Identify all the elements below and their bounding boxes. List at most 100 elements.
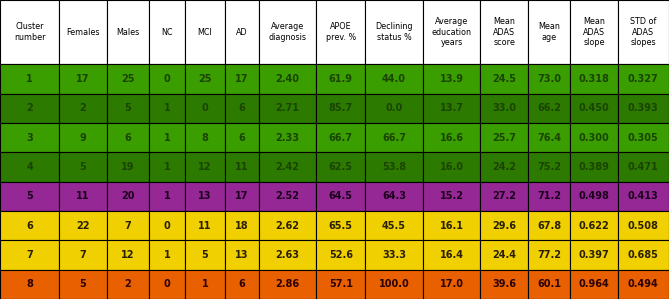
Bar (106, 94, 149, 123)
Bar (423, 182, 480, 211)
Bar (423, 94, 480, 123)
Text: 5: 5 (124, 103, 131, 113)
Text: 1: 1 (26, 74, 33, 84)
Text: 0.494: 0.494 (628, 279, 659, 289)
Bar (480, 64, 528, 94)
Bar (316, 270, 365, 299)
Text: 44.0: 44.0 (382, 74, 406, 84)
Bar (185, 182, 225, 211)
Text: 0.450: 0.450 (579, 103, 609, 113)
Text: 7: 7 (124, 221, 131, 231)
Bar (149, 270, 185, 299)
Bar (617, 94, 669, 123)
Text: 17: 17 (235, 191, 249, 201)
Bar (528, 0, 571, 64)
Text: 1: 1 (164, 133, 171, 143)
Text: 4: 4 (26, 162, 33, 172)
Text: 1: 1 (164, 250, 171, 260)
Text: 22: 22 (76, 221, 90, 231)
Text: 2.62: 2.62 (276, 221, 300, 231)
Text: 0.413: 0.413 (628, 191, 659, 201)
Bar (617, 270, 669, 299)
Text: 1: 1 (164, 162, 171, 172)
Bar (528, 94, 571, 123)
Bar (316, 64, 365, 94)
Text: 6: 6 (238, 133, 245, 143)
Text: 16.6: 16.6 (440, 133, 464, 143)
Text: 66.7: 66.7 (382, 133, 406, 143)
Bar (528, 270, 571, 299)
Text: 76.4: 76.4 (537, 133, 561, 143)
Bar (528, 182, 571, 211)
Text: 13: 13 (199, 191, 212, 201)
Text: 64.3: 64.3 (382, 191, 406, 201)
Text: 66.2: 66.2 (537, 103, 561, 113)
Text: 24.4: 24.4 (492, 250, 516, 260)
Bar (185, 123, 225, 152)
Text: Mean
age: Mean age (538, 22, 560, 42)
Bar (365, 182, 423, 211)
Text: 45.5: 45.5 (382, 221, 406, 231)
Text: 6: 6 (26, 221, 33, 231)
Text: 53.8: 53.8 (382, 162, 406, 172)
Bar (259, 152, 316, 182)
Text: 12: 12 (121, 250, 134, 260)
Text: 18: 18 (235, 221, 249, 231)
Text: 2.42: 2.42 (276, 162, 300, 172)
Text: 75.2: 75.2 (537, 162, 561, 172)
Bar (225, 182, 259, 211)
Bar (225, 0, 259, 64)
Text: MCI: MCI (198, 28, 213, 37)
Bar (480, 182, 528, 211)
Bar (59, 123, 106, 152)
Text: 0: 0 (202, 103, 209, 113)
Bar (571, 123, 617, 152)
Bar (185, 0, 225, 64)
Text: 2: 2 (80, 103, 86, 113)
Text: 39.6: 39.6 (492, 279, 516, 289)
Text: 61.9: 61.9 (328, 74, 353, 84)
Bar (365, 270, 423, 299)
Text: 85.7: 85.7 (328, 103, 353, 113)
Text: APOE
prev. %: APOE prev. % (326, 22, 356, 42)
Bar (423, 211, 480, 240)
Bar (106, 123, 149, 152)
Text: 0: 0 (164, 221, 171, 231)
Bar (0, 240, 59, 270)
Bar (528, 240, 571, 270)
Text: 0.327: 0.327 (628, 74, 659, 84)
Text: 2.86: 2.86 (276, 279, 300, 289)
Bar (106, 152, 149, 182)
Bar (571, 152, 617, 182)
Bar (185, 270, 225, 299)
Bar (423, 64, 480, 94)
Text: 2: 2 (124, 279, 131, 289)
Bar (480, 240, 528, 270)
Bar (528, 123, 571, 152)
Text: 1: 1 (202, 279, 209, 289)
Text: AD: AD (236, 28, 248, 37)
Text: STD of
ADAS
slopes: STD of ADAS slopes (630, 17, 656, 47)
Text: 9: 9 (80, 133, 86, 143)
Bar (571, 240, 617, 270)
Bar (259, 240, 316, 270)
Text: 2.52: 2.52 (276, 191, 300, 201)
Text: 57.1: 57.1 (328, 279, 353, 289)
Bar (316, 182, 365, 211)
Bar (617, 182, 669, 211)
Bar (259, 0, 316, 64)
Bar (423, 270, 480, 299)
Bar (617, 123, 669, 152)
Bar (365, 0, 423, 64)
Bar (0, 94, 59, 123)
Text: 8: 8 (26, 279, 33, 289)
Bar (0, 123, 59, 152)
Bar (149, 123, 185, 152)
Bar (480, 152, 528, 182)
Text: 24.2: 24.2 (492, 162, 516, 172)
Bar (571, 94, 617, 123)
Bar (149, 94, 185, 123)
Bar (59, 182, 106, 211)
Text: 27.2: 27.2 (492, 191, 516, 201)
Bar (185, 211, 225, 240)
